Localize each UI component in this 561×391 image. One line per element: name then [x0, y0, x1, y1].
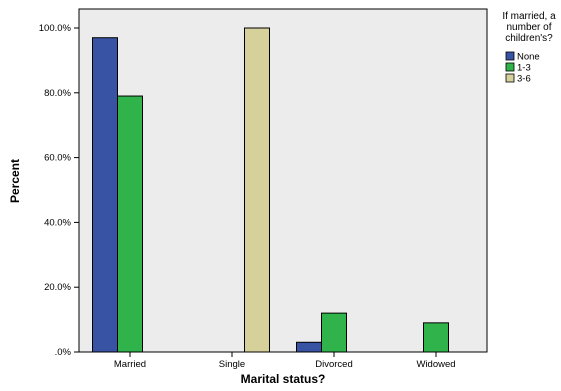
y-tick-label: 40.0% — [44, 217, 71, 228]
bar — [117, 95, 143, 353]
y-tick-label: 100.0% — [39, 23, 72, 34]
legend-title-line-1: If married, a — [502, 11, 556, 22]
x-tick-label: Single — [219, 359, 245, 370]
legend-title-line-3: children's? — [505, 33, 553, 44]
legend-label: 3-6 — [517, 74, 531, 85]
bar — [244, 27, 270, 353]
legend: If married, a number of children's? None… — [502, 11, 556, 85]
plot-area — [78, 8, 488, 353]
bar — [321, 312, 347, 353]
y-axis: .0% 20.0% 40.0% 60.0% 80.0% 100.0% — [39, 23, 79, 358]
bar — [296, 341, 322, 353]
x-axis-title: Marital status? — [241, 372, 326, 386]
legend-label: 1-3 — [517, 63, 531, 74]
legend-title-line-2: number of — [506, 22, 551, 33]
x-axis: Married Single Divorced Widowed — [114, 352, 456, 370]
y-axis-title: Percent — [8, 159, 22, 203]
y-tick-label: 60.0% — [44, 153, 71, 164]
bars-layer — [92, 27, 449, 353]
legend-swatch — [505, 73, 515, 83]
y-tick-label: 80.0% — [44, 88, 71, 99]
x-tick-label: Married — [114, 359, 146, 370]
legend-label: None — [517, 52, 540, 63]
y-tick-label: 20.0% — [44, 282, 71, 293]
bar — [92, 37, 118, 353]
bar — [423, 322, 449, 353]
legend-swatch — [505, 51, 515, 61]
y-tick-label: .0% — [55, 347, 72, 358]
legend-swatch — [505, 62, 515, 72]
x-tick-label: Widowed — [416, 359, 455, 370]
x-tick-label: Divorced — [315, 359, 353, 370]
